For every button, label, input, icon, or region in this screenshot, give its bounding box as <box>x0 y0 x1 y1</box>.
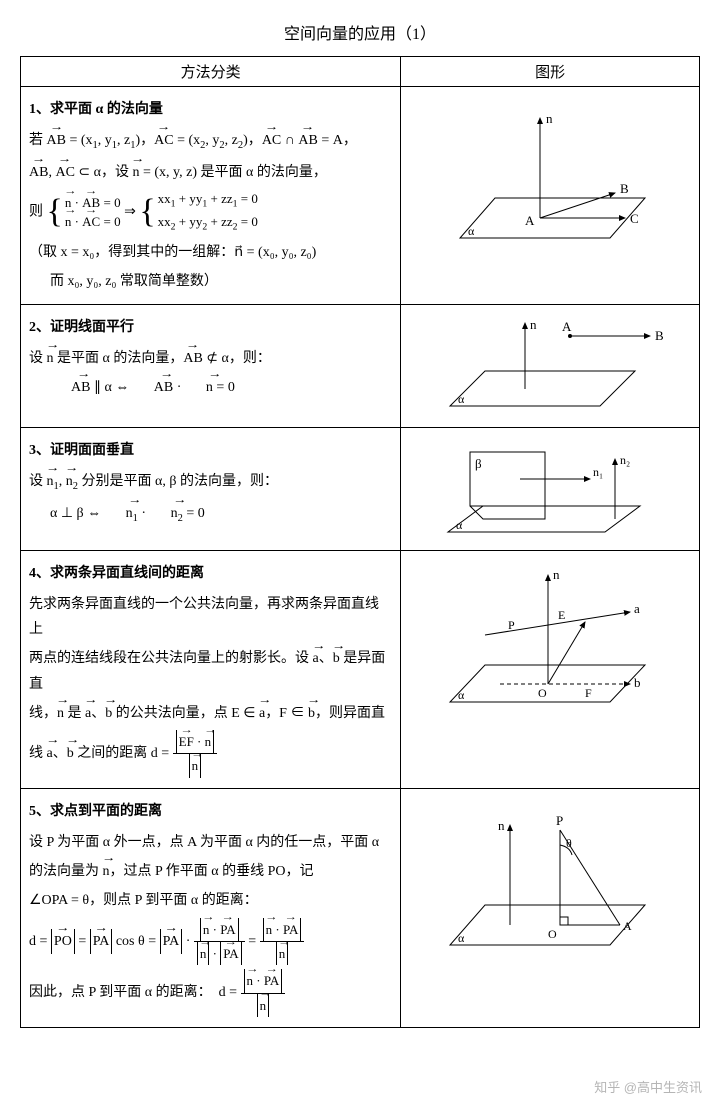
method-cell-1: 1、求平面 α 的法向量 若 AB = (x1, y1, z1)，AC = (x… <box>21 87 401 305</box>
svg-text:n: n <box>498 818 505 833</box>
figure-cell-5: α n P O A θ <box>401 788 700 1027</box>
svg-text:C: C <box>630 211 639 226</box>
svg-text:A: A <box>562 319 572 334</box>
table-row: 2、证明线面平行 设 n 是平面 α 的法向量，AB ⊄ α，则： AB ∥ α… <box>21 304 700 427</box>
figure-cell-3: α β n₁ n₂ <box>401 427 700 550</box>
method-cell-2: 2、证明线面平行 设 n 是平面 α 的法向量，AB ⊄ α，则： AB ∥ α… <box>21 304 401 427</box>
text-line: 设 P 为平面 α 外一点，点 A 为平面 α 内的任一点，平面 α <box>29 830 392 855</box>
text-line: 则 {n · AB = 0n · AC = 0 ⇒ {xx1 + yy1 + z… <box>29 189 392 235</box>
text-line: （取 x = x₀，得到其中的一组解：n⃗ = (x₀, y₀, z₀) <box>29 240 392 265</box>
svg-text:n: n <box>546 111 553 126</box>
watermark: 知乎 @高中生资讯 <box>594 1077 702 1096</box>
svg-text:F: F <box>585 686 592 700</box>
figure-cell-1: α n B C A <box>401 87 700 305</box>
header-method: 方法分类 <box>21 57 401 87</box>
svg-text:β: β <box>475 456 482 471</box>
text-line: AB, AC ⊂ α，设 n = (x, y, z) 是平面 α 的法向量， <box>29 160 392 185</box>
figure-cell-4: α n a P E b O F <box>401 550 700 788</box>
method-cell-4: 4、求两条异面直线间的距离 先求两条异面直线的一个公共法向量，再求两条异面直线上… <box>21 550 401 788</box>
svg-text:n: n <box>553 567 560 582</box>
figure-2-svg: α n A B <box>430 311 670 421</box>
text-line: 的法向量为 n，过点 P 作平面 α 的垂线 PO，记 <box>29 859 392 884</box>
section-head: 3、证明面面垂直 <box>29 438 392 463</box>
svg-text:A: A <box>525 213 535 228</box>
svg-text:b: b <box>634 675 641 690</box>
svg-text:n₁: n₁ <box>593 465 603 479</box>
svg-text:B: B <box>655 328 664 343</box>
header-row: 方法分类 图形 <box>21 57 700 87</box>
svg-text:α: α <box>458 688 465 702</box>
svg-text:A: A <box>623 919 632 933</box>
text-line: 若 AB = (x1, y1, z1)，AC = (x2, y2, z2)，AC… <box>29 128 392 156</box>
svg-text:E: E <box>558 608 565 622</box>
svg-text:O: O <box>548 927 557 941</box>
table-row: 3、证明面面垂直 设 n1, n2 分别是平面 α, β 的法向量，则： α ⊥… <box>21 427 700 550</box>
text-line: 而 x₀, y₀, z₀ 常取简单整数） <box>29 269 392 294</box>
text-line: 因此，点 P 到平面 α 的距离： d = n · PAn <box>29 969 392 1017</box>
figure-5-svg: α n P O A θ <box>430 795 670 965</box>
method-cell-5: 5、求点到平面的距离 设 P 为平面 α 外一点，点 A 为平面 α 内的任一点… <box>21 788 401 1027</box>
header-figure: 图形 <box>401 57 700 87</box>
svg-text:P: P <box>508 618 515 632</box>
text-line: 先求两条异面直线的一个公共法向量，再求两条异面直线上 <box>29 592 392 642</box>
table-row: 5、求点到平面的距离 设 P 为平面 α 外一点，点 A 为平面 α 内的任一点… <box>21 788 700 1027</box>
svg-text:P: P <box>556 813 563 828</box>
svg-text:α: α <box>468 224 475 238</box>
method-cell-3: 3、证明面面垂直 设 n1, n2 分别是平面 α, β 的法向量，则： α ⊥… <box>21 427 401 550</box>
text-line: AB ∥ α ⇔ AB · n = 0 <box>29 375 392 400</box>
figure-3-svg: α β n₁ n₂ <box>430 434 670 544</box>
svg-text:α: α <box>458 392 465 406</box>
figure-4-svg: α n a P E b O F <box>430 557 670 717</box>
figure-1-svg: α n B C A <box>430 93 670 273</box>
table-row: 1、求平面 α 的法向量 若 AB = (x1, y1, z1)，AC = (x… <box>21 87 700 305</box>
page-title: 空间向量的应用（1） <box>20 20 700 44</box>
svg-text:O: O <box>538 686 547 700</box>
text-line: d = PO = PA cos θ = PA · n · PAn · PA = … <box>29 918 392 966</box>
text-line: 线 a、b 之间的距离 d = EF · nn <box>29 730 392 778</box>
section-head: 5、求点到平面的距离 <box>29 799 392 824</box>
section-head: 2、证明线面平行 <box>29 315 392 340</box>
svg-text:B: B <box>620 181 629 196</box>
text-line: 设 n1, n2 分别是平面 α, β 的法向量，则： <box>29 469 392 497</box>
svg-text:α: α <box>456 518 463 532</box>
section-head: 4、求两条异面直线间的距离 <box>29 561 392 586</box>
main-table: 方法分类 图形 1、求平面 α 的法向量 若 AB = (x1, y1, z1)… <box>20 56 700 1028</box>
section-head: 1、求平面 α 的法向量 <box>29 97 392 122</box>
svg-text:n: n <box>530 317 537 332</box>
figure-cell-2: α n A B <box>401 304 700 427</box>
text-line: 两点的连结线段在公共法向量上的射影长。设 a、b 是异面直 <box>29 646 392 696</box>
text-line: α ⊥ β ⇔ n1 · n2 = 0 <box>29 501 392 529</box>
svg-text:a: a <box>634 601 640 616</box>
svg-text:α: α <box>458 931 465 945</box>
svg-text:n₂: n₂ <box>620 453 630 467</box>
table-row: 4、求两条异面直线间的距离 先求两条异面直线的一个公共法向量，再求两条异面直线上… <box>21 550 700 788</box>
